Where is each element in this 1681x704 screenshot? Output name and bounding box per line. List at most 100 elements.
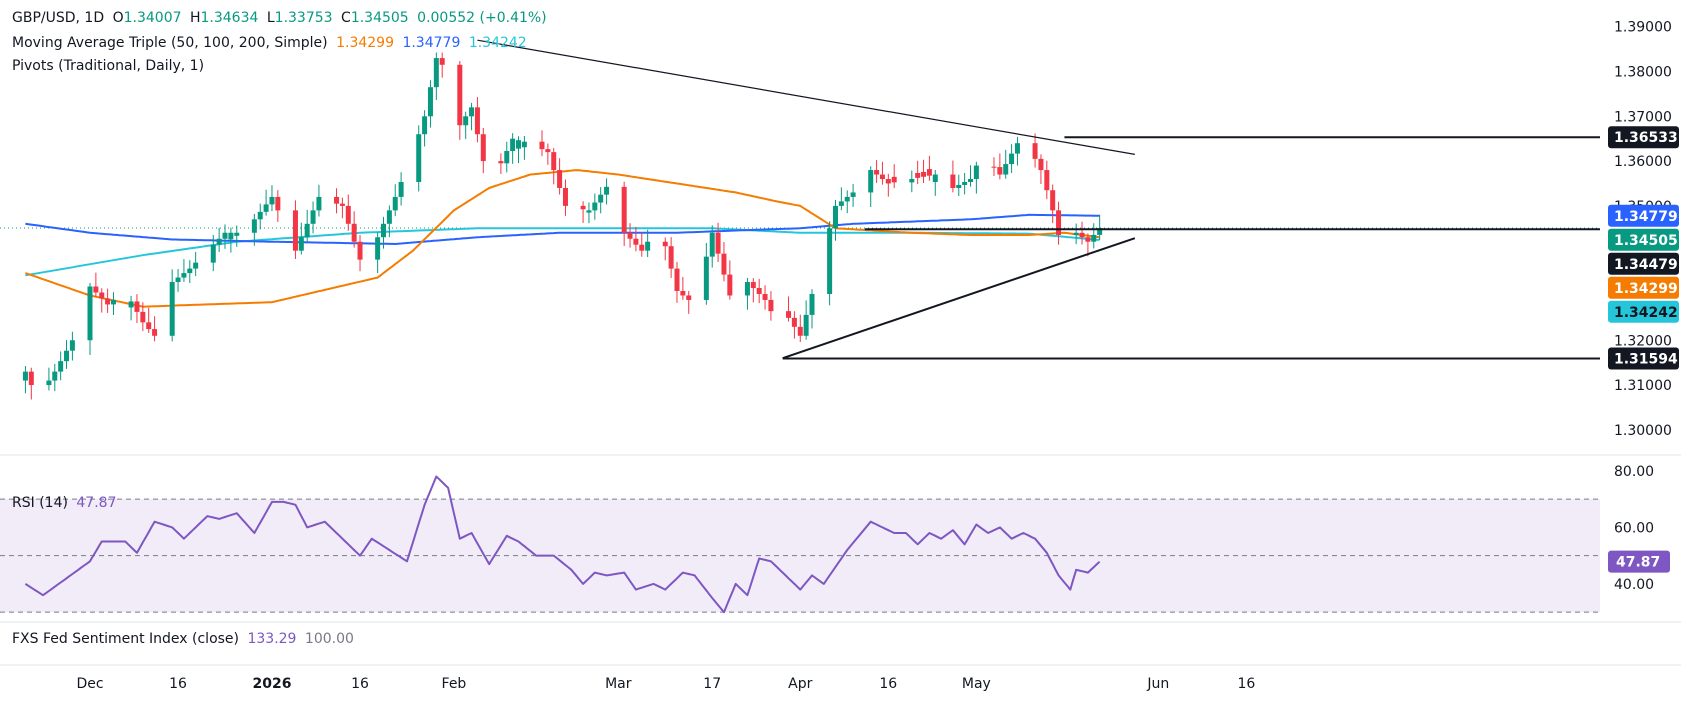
candle-body (1079, 232, 1085, 238)
candle-body (275, 196, 281, 211)
candle-body (885, 179, 891, 184)
rsi-value-badge (1608, 550, 1670, 573)
candle-body (991, 166, 997, 168)
candle-body (909, 179, 915, 183)
candle-body (580, 205, 586, 210)
low-label: L (266, 10, 275, 26)
candle-body (152, 329, 158, 336)
price-label-badge (1608, 276, 1679, 299)
candle-body (973, 165, 979, 180)
candle-body (686, 295, 692, 300)
candle-body (850, 192, 856, 197)
ma200-value: 1.34242 (468, 35, 527, 51)
candle-body (269, 196, 275, 205)
candle-body (381, 223, 386, 238)
candle-body (662, 241, 668, 247)
price-label-badge (1608, 204, 1679, 227)
candle-body (181, 273, 187, 278)
ma50-value: 1.34299 (336, 35, 394, 51)
candle-body (316, 196, 322, 211)
candle-body (639, 244, 645, 251)
candle-body (598, 194, 604, 203)
price-tick-label: 1.32000 (1614, 333, 1672, 349)
time-tick-label: 2026 (252, 676, 291, 692)
ma100-line (25, 213, 1100, 245)
candle-body (827, 228, 833, 294)
rsi-line-group (24, 475, 1101, 614)
time-tick-label: Feb (442, 676, 467, 692)
ma50-line (25, 169, 1100, 308)
candle-body (210, 244, 216, 263)
price-tick-label: 1.38000 (1614, 65, 1672, 81)
price-label-text: 1.34505 (1614, 233, 1678, 249)
candle-body (586, 210, 592, 213)
candle-body (1009, 153, 1015, 165)
candle-body (703, 256, 709, 300)
pivots-legend: Pivots (Traditional, Daily, 1) (12, 58, 208, 74)
open-label: O (112, 10, 124, 26)
price-label-badge (1608, 252, 1679, 275)
candle-body (298, 237, 304, 251)
time-tick-label: Jun (1146, 676, 1169, 692)
candle-body (134, 301, 140, 312)
candle-body (721, 253, 727, 275)
price-label-text: 1.34242 (1614, 305, 1678, 321)
high-value: 1.34634 (200, 10, 259, 26)
trendlines (477, 39, 1136, 360)
candle-body (1038, 158, 1044, 171)
candle-body (791, 317, 797, 327)
candle-body (422, 116, 428, 135)
candle-body (668, 246, 674, 269)
candle-body (222, 232, 228, 239)
candle-body (357, 241, 363, 260)
candle-body (1056, 210, 1062, 235)
price-label-badge (1608, 347, 1679, 370)
candle-body (1014, 143, 1020, 154)
ma-title: Moving Average Triple (50, 100, 200, Sim… (12, 35, 328, 51)
candle-body (874, 170, 880, 175)
time-tick-label: Mar (605, 676, 632, 692)
candle-body (64, 350, 70, 362)
fxs-value: 133.29 (247, 631, 297, 647)
candle-body (932, 174, 938, 183)
time-tick-label: 16 (1237, 676, 1255, 692)
moving-average-lines (25, 169, 1100, 308)
candle-body (879, 174, 885, 180)
candle-body (797, 326, 803, 336)
candle-body (510, 138, 516, 152)
time-axis[interactable]: Dec 16 2026 16 Feb Mar 17 Apr 16 May Jun 16 (76, 676, 1255, 692)
trendline-0 (477, 39, 1135, 155)
fxs-title: FXS Fed Sentiment Index (close) (12, 631, 240, 647)
candle-body (351, 223, 357, 242)
candle-body (762, 293, 768, 300)
time-tick-label: Apr (788, 676, 812, 692)
candle-body (310, 210, 316, 224)
candle-body (832, 205, 838, 229)
candle-body (709, 232, 715, 257)
candle-body (633, 238, 639, 245)
candle-body (463, 116, 469, 126)
candle-body (557, 170, 563, 188)
symbol-title: GBP/USD, 1D (12, 10, 105, 26)
price-tick-label: 1.36000 (1614, 154, 1672, 170)
rsi-axis[interactable]: 80.00 60.00 40.00 47.87 (1608, 464, 1670, 593)
candle-body (93, 286, 99, 293)
candle-body (105, 298, 111, 305)
time-tick-label: May (962, 676, 991, 692)
candle-body (110, 299, 116, 305)
candle-body (1050, 190, 1056, 211)
candle-body (128, 301, 134, 308)
candle-body (803, 314, 809, 336)
rsi-title: RSI (14) (12, 495, 68, 511)
candle-body (216, 238, 222, 245)
candle-body (58, 361, 64, 372)
candle-body (674, 268, 680, 291)
candle-body (562, 187, 568, 206)
close-label: C (341, 10, 351, 26)
open-value: 1.34007 (123, 10, 182, 26)
candle-body (480, 134, 486, 162)
candle-body (427, 87, 433, 117)
candle-body (69, 340, 75, 351)
candle-body (645, 241, 651, 251)
